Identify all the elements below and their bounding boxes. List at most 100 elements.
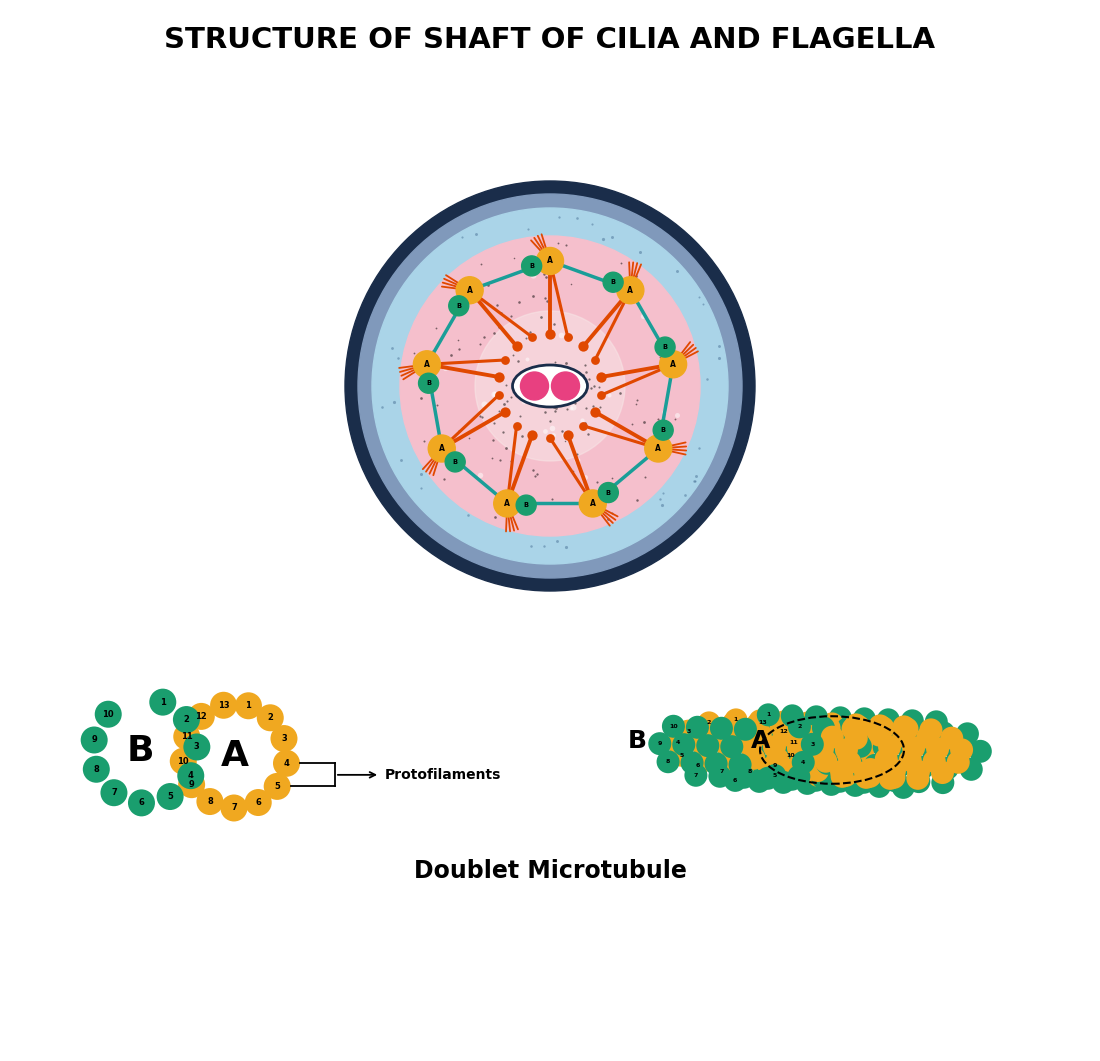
Circle shape xyxy=(816,740,839,762)
Circle shape xyxy=(273,750,300,777)
Text: B: B xyxy=(529,263,535,268)
Text: 2: 2 xyxy=(267,713,273,723)
Point xyxy=(628,392,646,408)
Circle shape xyxy=(762,761,785,784)
Circle shape xyxy=(788,715,811,738)
Circle shape xyxy=(830,765,854,788)
Circle shape xyxy=(782,758,805,781)
Point xyxy=(586,351,604,368)
Circle shape xyxy=(879,767,902,789)
Circle shape xyxy=(580,490,606,517)
Point xyxy=(593,386,611,403)
Point xyxy=(374,399,392,416)
Point xyxy=(556,366,573,383)
Point xyxy=(635,308,652,325)
Point xyxy=(436,359,453,376)
Circle shape xyxy=(956,723,979,745)
Circle shape xyxy=(653,420,673,440)
Circle shape xyxy=(932,771,955,794)
Text: A: A xyxy=(466,285,473,295)
Point xyxy=(471,467,488,484)
Circle shape xyxy=(844,723,867,746)
Point xyxy=(604,228,622,245)
Point xyxy=(536,265,553,282)
Point xyxy=(551,358,569,375)
Circle shape xyxy=(842,717,865,741)
Point xyxy=(588,474,606,491)
Point xyxy=(631,243,649,260)
Text: A: A xyxy=(670,360,676,369)
Circle shape xyxy=(884,719,906,743)
Circle shape xyxy=(888,754,911,778)
Circle shape xyxy=(748,710,771,732)
Point xyxy=(524,266,541,283)
Text: 2: 2 xyxy=(798,725,802,729)
Point xyxy=(578,399,595,416)
Point xyxy=(584,397,602,414)
Circle shape xyxy=(854,761,877,784)
Point xyxy=(691,289,708,306)
Point xyxy=(508,353,526,370)
Circle shape xyxy=(694,745,717,768)
Circle shape xyxy=(945,738,968,762)
Circle shape xyxy=(264,772,290,800)
Circle shape xyxy=(256,705,284,731)
Circle shape xyxy=(801,733,824,755)
Point xyxy=(388,350,406,367)
Circle shape xyxy=(751,711,774,734)
Circle shape xyxy=(852,708,876,730)
Text: B: B xyxy=(628,729,647,753)
Point xyxy=(442,347,460,364)
Circle shape xyxy=(825,734,848,756)
Circle shape xyxy=(752,754,776,778)
Circle shape xyxy=(855,766,878,788)
Point xyxy=(494,423,512,440)
Point xyxy=(612,385,629,402)
Point xyxy=(428,397,446,414)
Circle shape xyxy=(184,733,210,761)
Point xyxy=(605,487,623,504)
Circle shape xyxy=(906,767,930,789)
Circle shape xyxy=(617,277,643,303)
Point xyxy=(711,337,728,354)
Circle shape xyxy=(950,738,974,762)
Point xyxy=(573,411,591,428)
Point xyxy=(521,324,539,341)
Circle shape xyxy=(428,435,455,462)
Point xyxy=(384,340,402,356)
Circle shape xyxy=(786,762,810,785)
Circle shape xyxy=(708,765,732,787)
Point xyxy=(581,370,598,387)
Circle shape xyxy=(796,720,820,744)
Circle shape xyxy=(449,296,469,316)
Circle shape xyxy=(806,720,829,744)
Circle shape xyxy=(916,726,939,749)
Circle shape xyxy=(805,706,828,728)
Point xyxy=(495,268,513,285)
Point xyxy=(627,396,645,413)
Text: B: B xyxy=(453,459,458,465)
Point xyxy=(450,422,468,439)
Circle shape xyxy=(603,273,623,292)
Point xyxy=(698,371,716,388)
Point xyxy=(557,539,574,556)
Circle shape xyxy=(759,762,782,785)
Circle shape xyxy=(821,712,844,735)
Circle shape xyxy=(908,760,930,783)
Circle shape xyxy=(169,748,197,775)
Text: 13: 13 xyxy=(218,700,230,710)
Circle shape xyxy=(883,759,906,782)
Point xyxy=(549,234,566,251)
Text: 9: 9 xyxy=(91,735,97,745)
Text: 1: 1 xyxy=(766,712,770,717)
Circle shape xyxy=(662,715,685,737)
Point xyxy=(546,398,563,415)
Text: STRUCTURE OF SHAFT OF CILIA AND FLAGELLA: STRUCTURE OF SHAFT OF CILIA AND FLAGELLA xyxy=(165,27,935,54)
Circle shape xyxy=(782,763,805,786)
Circle shape xyxy=(812,716,835,740)
Circle shape xyxy=(667,731,690,754)
Point xyxy=(557,354,574,371)
Point xyxy=(393,452,410,469)
Point xyxy=(485,415,503,432)
Circle shape xyxy=(739,734,762,758)
